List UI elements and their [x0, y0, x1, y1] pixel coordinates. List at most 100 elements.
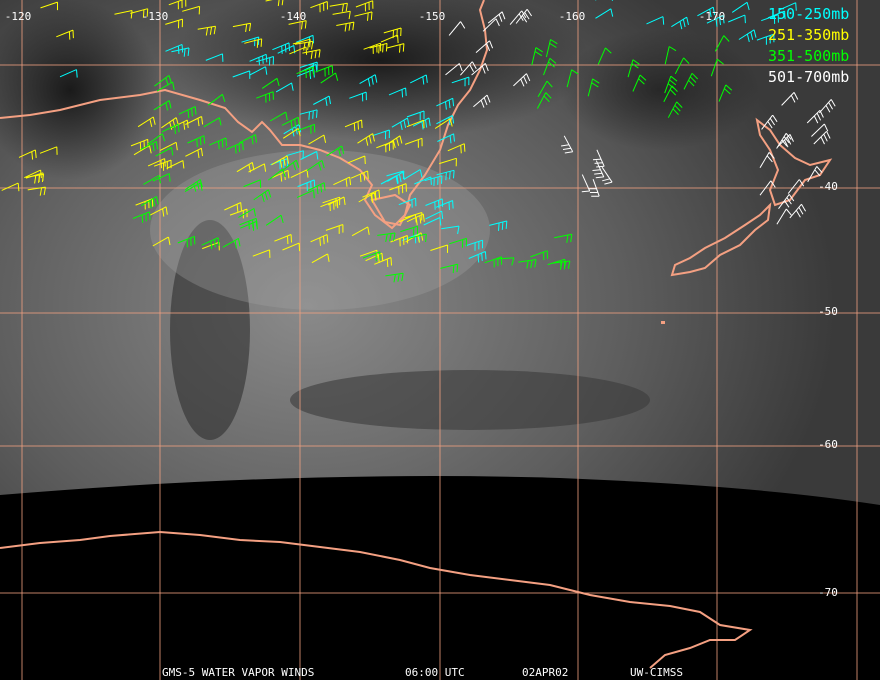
wind-barbs [1, 0, 836, 283]
wind-barb [252, 249, 271, 258]
wind-barb [537, 80, 553, 98]
dark-band [170, 220, 250, 440]
wind-barb [292, 38, 311, 48]
wind-barb [329, 2, 348, 12]
wind-barb [300, 151, 319, 160]
wind-barb [404, 169, 423, 180]
wind-barb [646, 16, 665, 25]
wind-barb [595, 8, 614, 19]
wind-barb [697, 6, 716, 17]
wind-barb [153, 100, 172, 111]
wind-barb [256, 91, 274, 103]
wind-barb [465, 239, 484, 251]
wind-barb [336, 21, 355, 32]
wind-barb [299, 109, 318, 120]
wind-barb [362, 251, 381, 262]
wind-barb [551, 260, 571, 270]
wind-barb [282, 242, 301, 252]
wind-barb [363, 42, 382, 54]
wind-barb [161, 117, 179, 130]
wind-barb [178, 106, 197, 118]
wind-barb [664, 75, 678, 94]
wind-barb [806, 109, 824, 124]
wind-barb [310, 1, 328, 13]
wind-barb [406, 119, 425, 129]
wind-barb [203, 117, 222, 128]
wind-barb [222, 237, 241, 249]
wind-barb [248, 163, 267, 173]
wind-barb [135, 198, 154, 210]
wind-barb [306, 159, 325, 172]
wind-barb [731, 1, 750, 13]
wind-barb [168, 0, 187, 10]
wind-barb [738, 29, 757, 43]
wind-barb [424, 175, 443, 186]
wind-barb [224, 202, 242, 213]
wind-barb [391, 117, 410, 131]
wind-barb [388, 87, 407, 98]
wind-barb [365, 252, 384, 263]
wind-barb [597, 47, 612, 65]
wind-barb [25, 173, 45, 184]
wind-barb [787, 179, 805, 194]
wind-barb [253, 189, 272, 203]
wind-barb [296, 189, 315, 199]
wind-barb [296, 66, 315, 79]
wind-barb [475, 40, 494, 53]
coastline-australia [0, 0, 489, 230]
wind-barb [307, 182, 326, 195]
wind-barb [667, 101, 683, 118]
wind-barb [781, 92, 799, 106]
wind-barb [588, 179, 600, 197]
wind-barb [587, 78, 600, 97]
wind-barb [327, 196, 346, 206]
wind-barb [249, 66, 268, 76]
longitude-label: -130 [142, 10, 169, 23]
wind-barb [310, 234, 329, 246]
wind-barb [155, 147, 174, 157]
footer-text: 06:00 UTC [405, 666, 465, 679]
wind-barb [187, 135, 206, 147]
wind-barb [272, 42, 290, 54]
wind-barb [238, 208, 256, 218]
wind-barb [818, 99, 836, 114]
latitude-label: -70 [818, 586, 838, 599]
wind-barb [471, 63, 489, 76]
wind-barb [207, 93, 226, 106]
wind-barb [789, 203, 807, 219]
wind-barb [776, 208, 792, 225]
wind-barb [447, 143, 466, 154]
wind-barb [495, 257, 515, 266]
wind-barb [232, 22, 252, 32]
wind-barb [430, 244, 449, 253]
wind-barb [256, 56, 274, 66]
wind-barb [406, 110, 425, 121]
wind-barb [265, 0, 284, 7]
wind-barb [40, 1, 58, 11]
wind-barb [282, 127, 301, 139]
wind-barb [297, 123, 316, 134]
dark-region [560, 30, 760, 150]
longitude-label: -160 [559, 10, 586, 23]
wind-barb [133, 145, 152, 156]
wind-barb [664, 46, 677, 65]
wind-barb [439, 157, 457, 167]
wind-barb [344, 119, 363, 132]
wind-barb [359, 249, 378, 259]
wind-barb [302, 49, 321, 60]
wind-barb [261, 77, 280, 89]
wind-barb [484, 256, 503, 268]
longitude-label: -170 [699, 10, 726, 23]
wind-barb [436, 97, 455, 110]
wind-barb [404, 137, 423, 148]
wind-barb [592, 160, 605, 179]
latitude-label: -50 [818, 305, 838, 318]
wind-barb [209, 137, 227, 150]
wind-barb [706, 14, 725, 27]
wind-barb [56, 29, 74, 40]
wind-barb [152, 173, 171, 182]
wind-barb [414, 176, 432, 185]
wind-barb [320, 199, 339, 212]
